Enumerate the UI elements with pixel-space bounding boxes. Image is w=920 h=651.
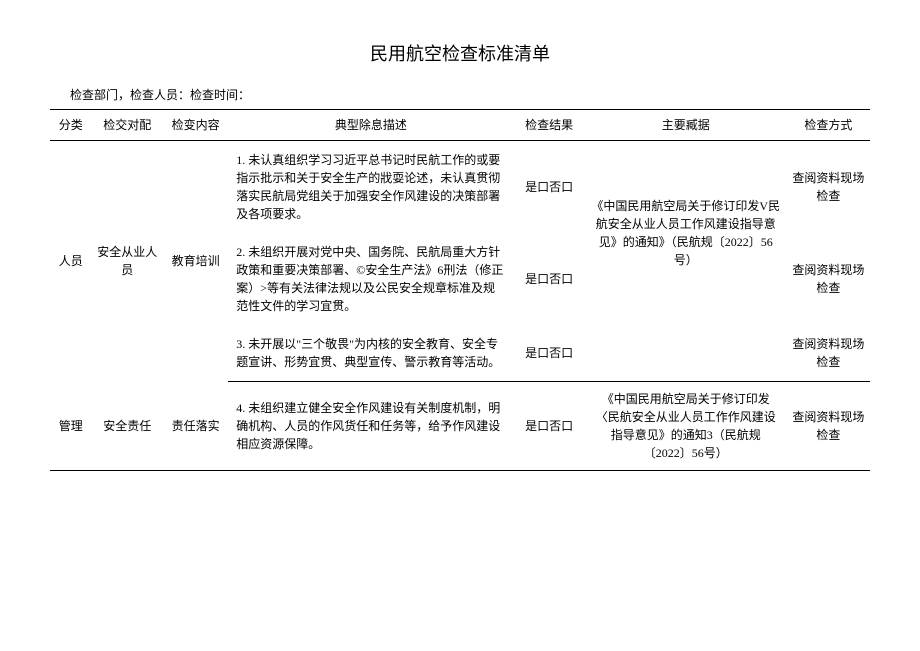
header-content: 检变内容 <box>163 110 228 141</box>
cell-result: 是口否口 <box>513 382 584 471</box>
checklist-table: 分类 检交对配 检变内容 典型除息描述 检查结果 主要臧据 检查方式 人员 安全… <box>50 109 870 471</box>
cell-method: 查阅资料现场检查 <box>787 233 870 325</box>
cell-result: 是口否口 <box>513 141 584 234</box>
cell-content: 责任落实 <box>163 382 228 471</box>
cell-category: 管理 <box>50 382 92 471</box>
meta-line: 检查部门，检查人员：检查时间： <box>70 86 870 103</box>
cell-result: 是口否口 <box>513 325 584 382</box>
cell-basis <box>585 325 787 382</box>
cell-category: 人员 <box>50 141 92 382</box>
cell-result: 是口否口 <box>513 233 584 325</box>
header-basis: 主要臧据 <box>585 110 787 141</box>
table-header-row: 分类 检交对配 检变内容 典型除息描述 检查结果 主要臧据 检查方式 <box>50 110 870 141</box>
header-method: 检查方式 <box>787 110 870 141</box>
cell-match: 安全从业人员 <box>92 141 163 382</box>
page-title: 民用航空检查标准清单 <box>50 40 870 66</box>
cell-method: 查阅资料现场检查 <box>787 325 870 382</box>
cell-desc: 4. 未组织建立健全安全作风建设有关制度机制，明确机构、人员的作风货任和任务等，… <box>228 382 513 471</box>
cell-method: 查阅资料现场检查 <box>787 141 870 234</box>
table-row: 管理 安全责任 责任落实 4. 未组织建立健全安全作风建设有关制度机制，明确机构… <box>50 382 870 471</box>
table-row: 人员 安全从业人员 教育培训 1. 未认真组织学习习近平总书记时民航工作的或要指… <box>50 141 870 234</box>
cell-desc: 3. 未开展以"三个敬畏"为内核的安全教育、安全专题宣讲、形势宜贯、典型宣传、警… <box>228 325 513 382</box>
header-category: 分类 <box>50 110 92 141</box>
cell-content: 教育培训 <box>163 141 228 382</box>
cell-desc: 2. 未组织开展对党中央、国务院、民航局重大方针政策和重要决策部署、©安全生产法… <box>228 233 513 325</box>
header-result: 检查结果 <box>513 110 584 141</box>
cell-desc: 1. 未认真组织学习习近平总书记时民航工作的或要指示批示和关于安全生产的戕耍论述… <box>228 141 513 234</box>
cell-method: 查阅资料现场检查 <box>787 382 870 471</box>
cell-basis: 《中国民用航空局关于修订印发〈民航安全从业人员工作作风建设指导意见》的通知3（民… <box>585 382 787 471</box>
cell-match: 安全责任 <box>92 382 163 471</box>
header-match: 检交对配 <box>92 110 163 141</box>
header-description: 典型除息描述 <box>228 110 513 141</box>
cell-basis: 《中国民用航空局关于修订印发V民航安全从业人员工作风建设指导意见》的通知》（民航… <box>585 141 787 326</box>
